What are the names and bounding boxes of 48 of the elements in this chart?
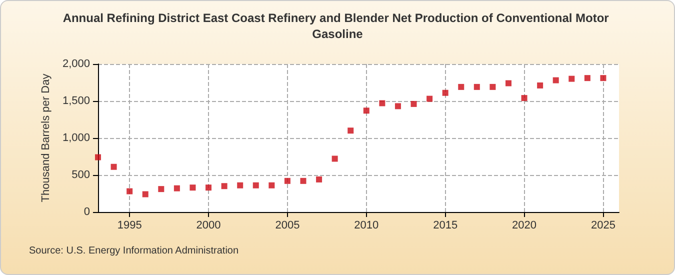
point [505, 80, 512, 86]
point [126, 188, 133, 194]
point [332, 156, 338, 162]
point [600, 75, 606, 82]
point [394, 103, 401, 110]
y-tick-label: 0 [84, 206, 90, 218]
point [206, 184, 212, 191]
point [458, 84, 464, 90]
point [142, 191, 148, 198]
point [252, 182, 259, 188]
point [442, 90, 448, 96]
y-tick-label: 1,000 [62, 132, 90, 144]
point [284, 178, 290, 184]
chart-title: Annual Refining District East Coast Refinery and Blender Net Production of Conventional Motor Gasoline [62, 11, 612, 41]
x-tick-label: 2000 [196, 220, 221, 232]
x-tick-label: 2025 [590, 220, 616, 232]
point [379, 100, 386, 106]
point [174, 185, 180, 192]
y-axis-title: Thousand Barrels per Day [40, 73, 52, 202]
point [237, 182, 244, 188]
x-tick-label: 2015 [433, 220, 458, 232]
point [490, 84, 496, 90]
point [190, 184, 196, 191]
point [300, 178, 306, 184]
point [426, 96, 433, 102]
y-tick-label: 1,500 [62, 95, 90, 107]
point [552, 77, 559, 84]
source-note: Source: U.S. Energy Information Administration [29, 246, 239, 256]
x-tick-label: 2010 [354, 220, 379, 232]
point [158, 186, 164, 192]
point [521, 95, 528, 102]
y-tick-label: 2,000 [62, 58, 90, 70]
x-tick-label: 2005 [275, 220, 300, 232]
point [410, 100, 417, 107]
point [363, 108, 370, 114]
y-tick-label: 500 [72, 169, 90, 181]
point [474, 84, 480, 90]
point [584, 75, 590, 82]
point [110, 164, 117, 170]
x-tick-label: 2020 [512, 220, 537, 232]
point [348, 128, 354, 134]
point [95, 154, 101, 160]
point [268, 182, 275, 188]
x-tick-label: 1995 [117, 220, 142, 232]
point [316, 176, 322, 182]
point [537, 82, 544, 88]
point [568, 76, 575, 82]
point [221, 183, 228, 190]
